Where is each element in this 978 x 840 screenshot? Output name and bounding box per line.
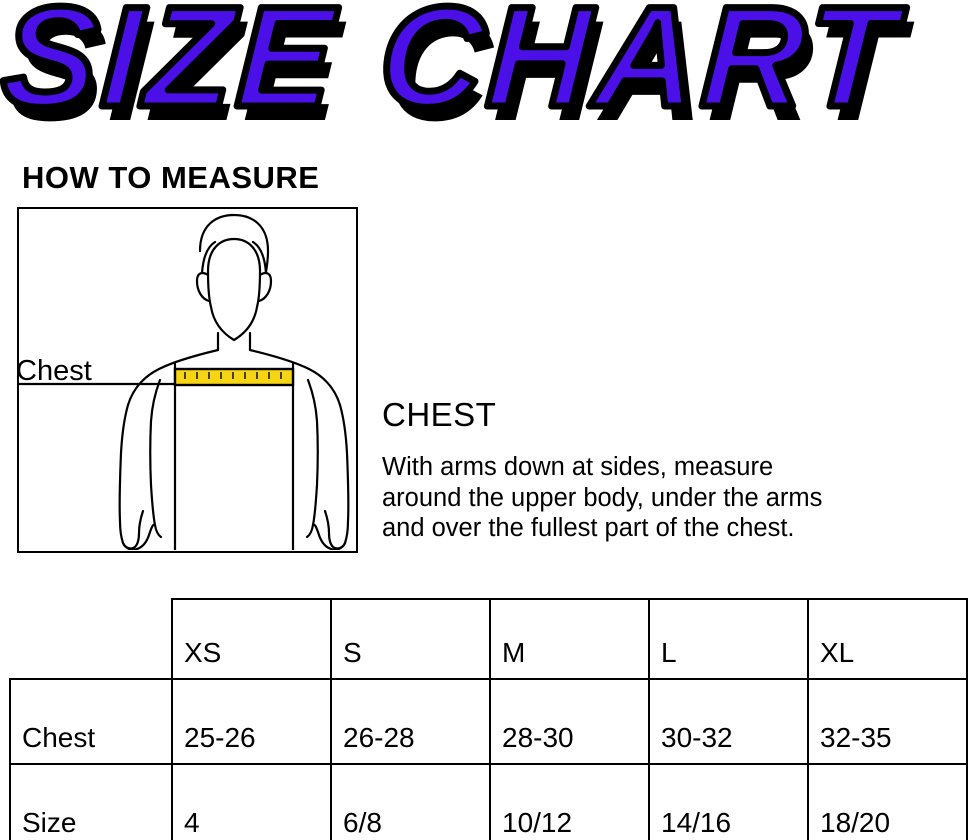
table-cell-size-l: 14/16	[648, 763, 809, 840]
table-header-xl: XL	[807, 598, 968, 680]
male-torso-figure	[19, 213, 350, 550]
description-line-1: With arms down at sides, measure	[382, 453, 774, 481]
description-line-3: and over the fullest part of the chest.	[382, 514, 795, 542]
table-cell-size-xs: 4	[171, 763, 332, 840]
hair-fringe	[200, 240, 268, 275]
right-ear	[257, 271, 273, 303]
table-cell-chest-s: 26-28	[330, 678, 491, 765]
table-header-m: M	[489, 598, 650, 680]
table-header-row: XS S M L XL	[10, 598, 968, 680]
measuring-tape	[173, 367, 295, 387]
table-corner-cell	[10, 599, 172, 679]
description-title: CHEST	[382, 396, 497, 433]
size-table: XS S M L XL Chest 25-26 26-28 28-30 30-3…	[9, 598, 968, 840]
svg-text:SIZE CHART: SIZE CHART	[6, 0, 916, 144]
table-row-label-chest: Chest	[9, 678, 173, 765]
chest-callout-label: Chest	[16, 355, 92, 387]
size-chart-title-graphic: .ttl-shadow { fill: #000000; } .ttl-fill…	[0, 0, 916, 144]
title-text: SIZE CHART	[0, 0, 909, 137]
table-cell-chest-xl: 32-35	[807, 678, 968, 765]
table-cell-size-s: 6/8	[330, 763, 491, 840]
table-row: Size 4 6/8 10/12 14/16 18/20	[9, 763, 968, 840]
table-cell-size-xl: 18/20	[807, 763, 968, 840]
table-cell-chest-l: 30-32	[648, 678, 809, 765]
table-header-l: L	[648, 598, 809, 680]
how-to-measure-heading: HOW TO MEASURE	[22, 160, 320, 195]
table-cell-size-m: 10/12	[489, 763, 650, 840]
table-row-label-size: Size	[9, 763, 173, 840]
table-header-s: S	[330, 598, 491, 680]
face-outline	[206, 237, 262, 342]
description-body: With arms down at sides, measure around …	[382, 452, 978, 544]
table-header-xs: XS	[171, 598, 332, 680]
table-row: Chest 25-26 26-28 28-30 30-32 32-35	[9, 678, 968, 765]
left-hand	[121, 523, 157, 550]
table-cell-chest-xs: 25-26	[171, 678, 332, 765]
left-ear	[195, 271, 211, 303]
left-arm-inner	[149, 378, 163, 539]
table-cell-chest-m: 28-30	[489, 678, 650, 765]
neck	[216, 331, 252, 352]
measurement-illustration-box	[17, 207, 358, 553]
left-arm-outer	[118, 348, 220, 550]
right-arm-outer	[248, 348, 350, 550]
right-arm-inner	[305, 378, 319, 539]
hair-outline	[198, 213, 270, 274]
description-line-2: around the upper body, under the arms	[382, 483, 823, 512]
right-hand	[311, 523, 347, 550]
page-title: .ttl-shadow { fill: #000000; } .ttl-fill…	[0, 0, 978, 144]
